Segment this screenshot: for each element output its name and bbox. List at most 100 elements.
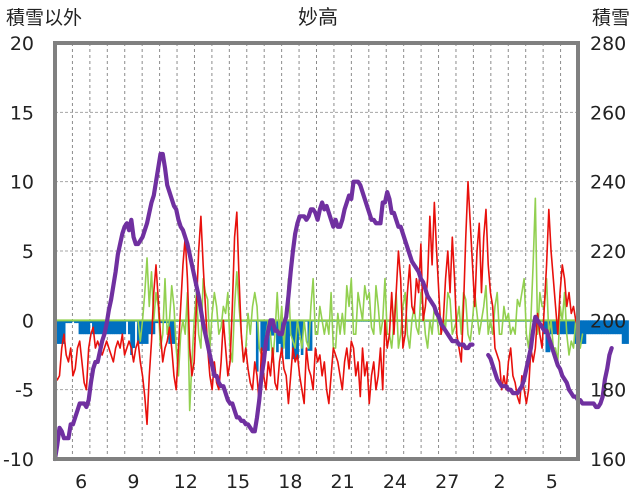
snowfall-bar [163,320,167,324]
x-tick-label: 5 [546,471,558,493]
snowfall-bar [583,320,587,344]
snowfall-bar [612,320,616,335]
left-tick-label: 0 [22,310,34,332]
snowfall-bar [588,320,591,335]
snowfall-bar [287,320,290,360]
snowfall-bar [56,320,59,344]
snowfall-bar [62,320,66,344]
left-axis-ticks: -10 -5 0 5 10 15 20 [3,33,34,471]
snowfall-bar [76,320,79,324]
right-tick-label: 280 [590,33,626,55]
right-tick-label: 240 [590,172,626,194]
snowfall-bar [606,320,609,335]
snowfall-bar [101,320,104,335]
right-tick-label: 220 [590,241,626,263]
left-tick-label: 10 [10,172,34,194]
x-tick-label: 2 [494,471,506,493]
left-tick-label: -10 [3,449,34,471]
x-tick-label: 15 [226,471,250,493]
snowfall-bar [621,320,625,344]
snowfall-bar [309,320,313,351]
snowfall-bar [96,320,100,335]
snowfall-bar [98,320,102,335]
snowfall-bar [116,320,120,335]
x-tick-label: 27 [435,471,459,493]
snowfall-bar [80,320,84,335]
snowfall-bar [152,320,156,335]
x-tick-label: 18 [278,471,302,493]
snowfall-bar [69,320,73,324]
snowfall-bar [87,320,91,335]
x-tick-label: 21 [331,471,355,493]
snowfall-bar [85,320,88,335]
snowfall-bar [118,320,122,335]
snowfall-bar [260,320,264,351]
chart-title: 妙高 [298,5,338,29]
snowfall-bar [579,320,582,344]
snowfall-bar [78,320,82,335]
snowfall-bar [567,320,571,335]
snowfall-bar [570,320,573,335]
snowfall-bar [114,320,118,335]
snowfall-bar [154,320,158,324]
left-tick-label: 20 [10,33,34,55]
snowfall-bar [130,320,133,355]
snowfall-bar [581,320,585,344]
temp_change-line [137,197,584,412]
snowfall-bar [172,320,176,344]
x-tick-label: 24 [383,471,407,493]
snowfall-bar [74,320,77,324]
series-lines [52,151,614,462]
snowfall-bar [594,320,598,335]
temperature-line [54,180,579,426]
snowfall-bar [610,320,614,335]
snowfall-bar [624,320,627,344]
snowfall-bar [298,320,302,336]
plot-frame [53,41,580,461]
snowfall-bar [608,320,611,335]
snowfall-bar [552,320,555,335]
right-axis-ticks: 160 180 200 220 240 260 280 [590,33,626,471]
right-tick-label: 180 [590,380,626,402]
snowfall-bar [159,320,163,324]
snowfall-bar [136,320,140,344]
snow_depth-line [52,151,614,462]
snowfall-bar [574,320,578,344]
snowfall-bar [585,320,589,335]
snowfall-bar [132,320,136,349]
snowfall-bar [148,320,151,335]
left-axis-label: 積雪以外 [6,7,82,29]
snowfall-bar [296,320,299,360]
snowfall-bar [572,320,576,335]
x-tick-label: 12 [174,471,198,493]
snowfall-bar [170,320,174,344]
snowfall-bar [89,320,93,324]
snowfall-bar [603,320,607,335]
x-tick-label: 9 [127,471,139,493]
x-tick-label: 6 [75,471,87,493]
snowfall-bar [601,320,605,335]
snowfall-bar [107,320,111,335]
snowfall-bar [590,320,593,335]
right-axis-label: 積雪 [592,7,630,29]
snowfall-bar [109,320,113,335]
snowfall-bar [94,320,97,335]
snowfall-bar [141,320,145,344]
snowfall-bar [262,320,266,351]
snowfall-bar [561,320,564,335]
snowfall-bar [123,320,127,335]
snowfall-bar [563,320,567,335]
snowfall-bar [554,320,558,335]
snowfall-bar [112,320,115,335]
snowfall-bar [145,320,149,344]
snowfall-bar [67,320,70,324]
snowfall-bar [127,320,131,335]
snowfall-bar [617,320,620,335]
right-tick-label: 260 [590,102,626,124]
right-tick-label: 160 [590,449,626,471]
snowfall-bar [280,320,284,354]
snowfall-bar [626,320,629,344]
right-tick-label: 200 [590,310,626,332]
x-axis-ticks: 6 9 12 15 18 21 24 27 2 5 [75,471,558,493]
